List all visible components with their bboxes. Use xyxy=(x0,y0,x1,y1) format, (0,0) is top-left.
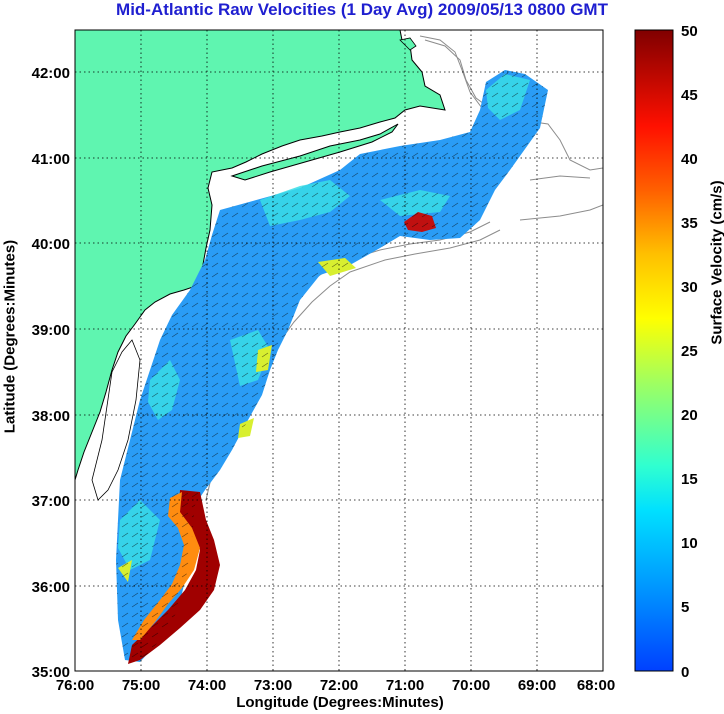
x-axis-ticks: 76:00 75:00 74:00 73:00 72:00 71:00 70:0… xyxy=(56,677,615,694)
y-tick: 39:00 xyxy=(32,322,70,339)
colorbar-tick: 45 xyxy=(681,87,698,104)
y-tick: 41:00 xyxy=(32,151,70,168)
cape-cod xyxy=(399,37,417,51)
y-tick: 38:00 xyxy=(32,408,70,425)
x-tick: 76:00 xyxy=(56,677,94,694)
x-tick: 71:00 xyxy=(386,677,424,694)
x-axis-label: Longitude (Degrees:Minutes) xyxy=(236,694,444,711)
x-tick: 70:00 xyxy=(452,677,490,694)
colorbar-tick: 20 xyxy=(681,407,698,424)
colorbar-tick: 35 xyxy=(681,215,698,232)
map-panel xyxy=(75,30,603,671)
y-tick: 42:00 xyxy=(32,65,70,82)
colorbar xyxy=(634,29,674,672)
y-tick: 37:00 xyxy=(32,493,70,510)
y-tick: 36:00 xyxy=(32,579,70,596)
x-tick: 74:00 xyxy=(188,677,226,694)
colorbar-tick: 10 xyxy=(681,535,698,552)
map-grid xyxy=(75,30,603,671)
y-tick: 35:00 xyxy=(32,664,70,681)
map-frame xyxy=(74,29,604,672)
x-tick: 75:00 xyxy=(122,677,160,694)
delmarva-peninsula xyxy=(91,339,141,501)
map-title: Mid-Atlantic Raw Velocities (1 Day Avg) … xyxy=(116,0,608,19)
x-tick: 72:00 xyxy=(320,677,358,694)
velocity-field xyxy=(116,70,548,664)
velocity-vectors xyxy=(116,70,548,662)
velocity-region-high xyxy=(128,490,220,664)
colorbar-tick: 5 xyxy=(681,599,689,616)
y-tick: 40:00 xyxy=(32,236,70,253)
colorbar-ticks: 50 45 40 35 30 25 20 15 10 5 0 xyxy=(681,23,698,681)
colorbar-tick: 40 xyxy=(681,151,698,168)
colorbar-tick: 50 xyxy=(681,23,698,40)
colorbar-tick: 25 xyxy=(681,343,698,360)
long-island xyxy=(230,123,399,181)
x-tick: 69:00 xyxy=(518,677,556,694)
y-axis-ticks: 42:00 41:00 40:00 39:00 38:00 37:00 36:0… xyxy=(32,65,70,681)
land-mass xyxy=(75,30,446,481)
colorbar-tick: 30 xyxy=(681,279,698,296)
x-tick: 68:00 xyxy=(577,677,615,694)
colorbar-tick: 15 xyxy=(681,471,698,488)
x-tick: 73:00 xyxy=(254,677,292,694)
colorbar-tick: 0 xyxy=(681,664,689,681)
